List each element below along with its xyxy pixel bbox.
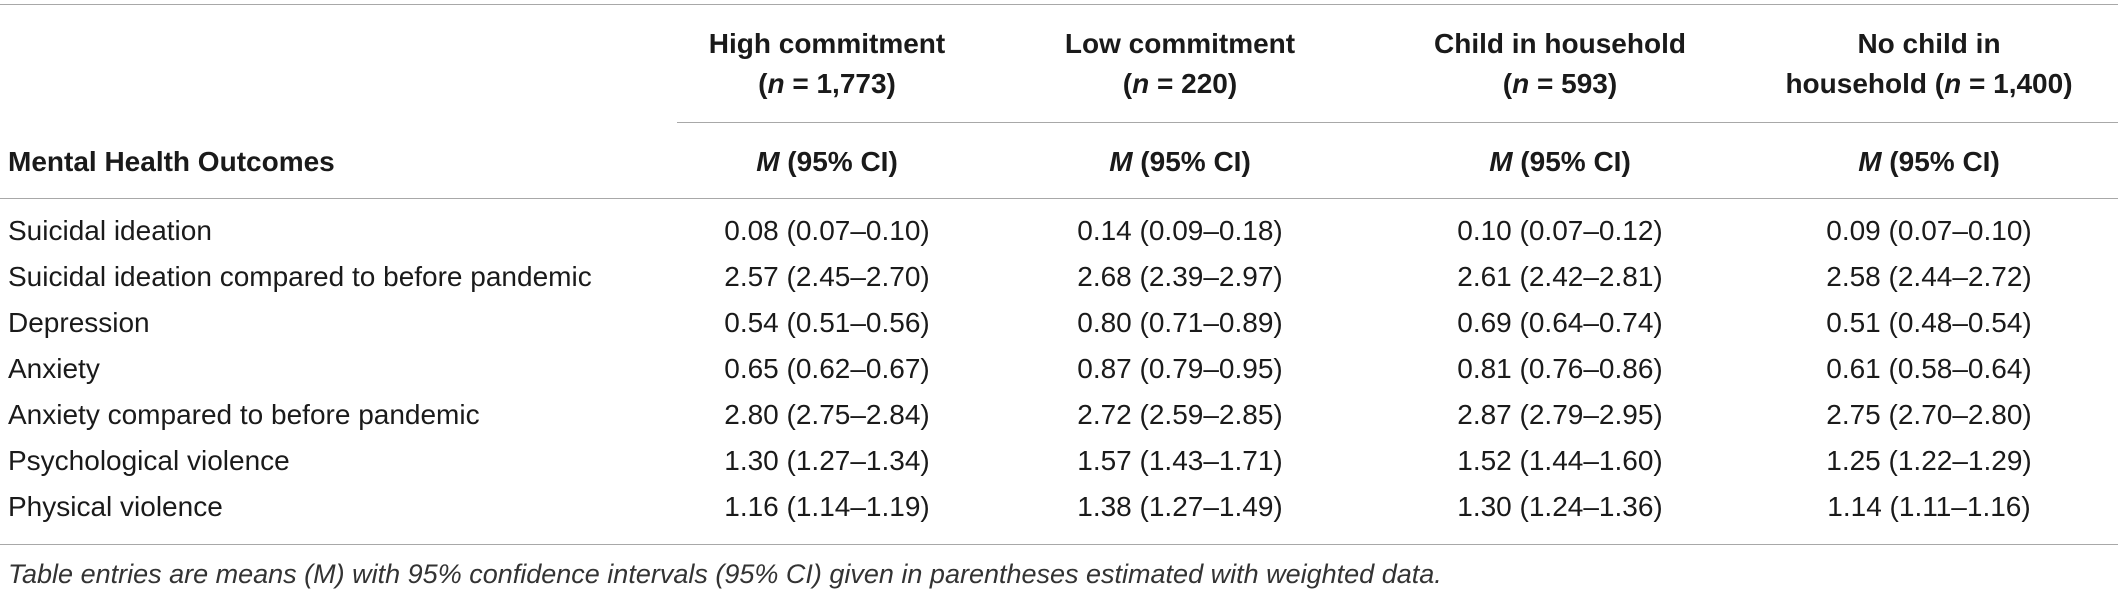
row-label: Suicidal ideation compared to before pan… <box>8 261 592 292</box>
stat-label-low: M (95% CI) <box>1109 146 1251 177</box>
cell-nochild: 1.14 (1.11–1.16) <box>1827 491 2031 522</box>
row-label: Depression <box>8 307 150 338</box>
col-header-line: High commitment <box>708 28 946 59</box>
header-bottom-rule <box>0 198 2118 199</box>
cell-nochild: 1.25 (1.22–1.29) <box>1826 445 2032 476</box>
cell-high: 1.30 (1.27–1.34) <box>724 445 930 476</box>
stat-label-child: M (95% CI) <box>1489 146 1631 177</box>
cell-nochild: 0.09 (0.07–0.10) <box>1826 215 2032 246</box>
row-label: Psychological violence <box>8 445 290 476</box>
cell-high: 1.16 (1.14–1.19) <box>724 491 930 522</box>
table-top-rule <box>0 4 2118 5</box>
col-header-no-child-in-household: No child in household (n = 1,400) <box>1740 24 2118 104</box>
table-row: Anxiety 0.65 (0.62–0.67) 0.87 (0.79–0.95… <box>0 346 2118 392</box>
cell-child: 2.87 (2.79–2.95) <box>1457 399 1663 430</box>
cell-child: 2.61 (2.42–2.81) <box>1457 261 1663 292</box>
cell-nochild: 2.75 (2.70–2.80) <box>1826 399 2032 430</box>
cell-low: 1.57 (1.43–1.71) <box>1077 445 1283 476</box>
cell-low: 2.68 (2.39–2.97) <box>1077 261 1283 292</box>
col-header-child-in-household: Child in household (n = 593) <box>1385 24 1735 104</box>
cell-child: 0.81 (0.76–0.86) <box>1457 353 1663 384</box>
cell-low: 0.87 (0.79–0.95) <box>1077 353 1283 384</box>
cell-child: 0.10 (0.07–0.12) <box>1457 215 1663 246</box>
table-row: Suicidal ideation compared to before pan… <box>0 254 2118 300</box>
header-sub-rule <box>677 122 2118 123</box>
col-header-line: Low commitment <box>1064 28 1296 59</box>
cell-low: 1.38 (1.27–1.49) <box>1077 491 1283 522</box>
col-header-line: Child in household <box>1434 28 1686 59</box>
stat-label-nochild: M (95% CI) <box>1858 146 2000 177</box>
cell-low: 2.72 (2.59–2.85) <box>1077 399 1283 430</box>
cell-nochild: 2.58 (2.44–2.72) <box>1826 261 2032 292</box>
table-bottom-rule <box>0 544 2118 545</box>
cell-high: 2.80 (2.75–2.84) <box>724 399 930 430</box>
stat-label-high: M (95% CI) <box>756 146 898 177</box>
cell-nochild: 0.61 (0.58–0.64) <box>1826 353 2032 384</box>
table-row: Psychological violence 1.30 (1.27–1.34) … <box>0 438 2118 484</box>
cell-high: 0.65 (0.62–0.67) <box>724 353 930 384</box>
row-header-mental-health-outcomes: Mental Health Outcomes <box>8 146 335 177</box>
col-header-n: (n = 1,773) <box>758 68 896 99</box>
col-header-low-commitment: Low commitment (n = 220) <box>1015 24 1345 104</box>
cell-low: 0.14 (0.09–0.18) <box>1077 215 1283 246</box>
row-label: Anxiety <box>8 353 100 384</box>
row-label: Anxiety compared to before pandemic <box>8 399 480 430</box>
table-row: Suicidal ideation 0.08 (0.07–0.10) 0.14 … <box>0 208 2118 254</box>
row-label: Suicidal ideation <box>8 215 212 246</box>
cell-high: 0.54 (0.51–0.56) <box>724 307 930 338</box>
table-row: Depression 0.54 (0.51–0.56) 0.80 (0.71–0… <box>0 300 2118 346</box>
cell-high: 0.08 (0.07–0.10) <box>724 215 930 246</box>
row-label: Physical violence <box>8 491 223 522</box>
col-header-line: No child in <box>1857 28 2001 59</box>
cell-child: 1.52 (1.44–1.60) <box>1457 445 1663 476</box>
col-header-n: household (n = 1,400) <box>1785 68 2073 99</box>
cell-child: 1.30 (1.24–1.36) <box>1457 491 1663 522</box>
table-row: Anxiety compared to before pandemic 2.80… <box>0 392 2118 438</box>
cell-low: 0.80 (0.71–0.89) <box>1077 307 1283 338</box>
col-header-n: (n = 220) <box>1122 68 1238 99</box>
table-row: Physical violence 1.16 (1.14–1.19) 1.38 … <box>0 484 2118 530</box>
col-header-n: (n = 593) <box>1502 68 1618 99</box>
table-footnote: Table entries are means (M) with 95% con… <box>8 559 1442 589</box>
cell-nochild: 0.51 (0.48–0.54) <box>1826 307 2032 338</box>
cell-child: 0.69 (0.64–0.74) <box>1457 307 1663 338</box>
col-header-high-commitment: High commitment (n = 1,773) <box>677 24 977 104</box>
cell-high: 2.57 (2.45–2.70) <box>724 261 930 292</box>
